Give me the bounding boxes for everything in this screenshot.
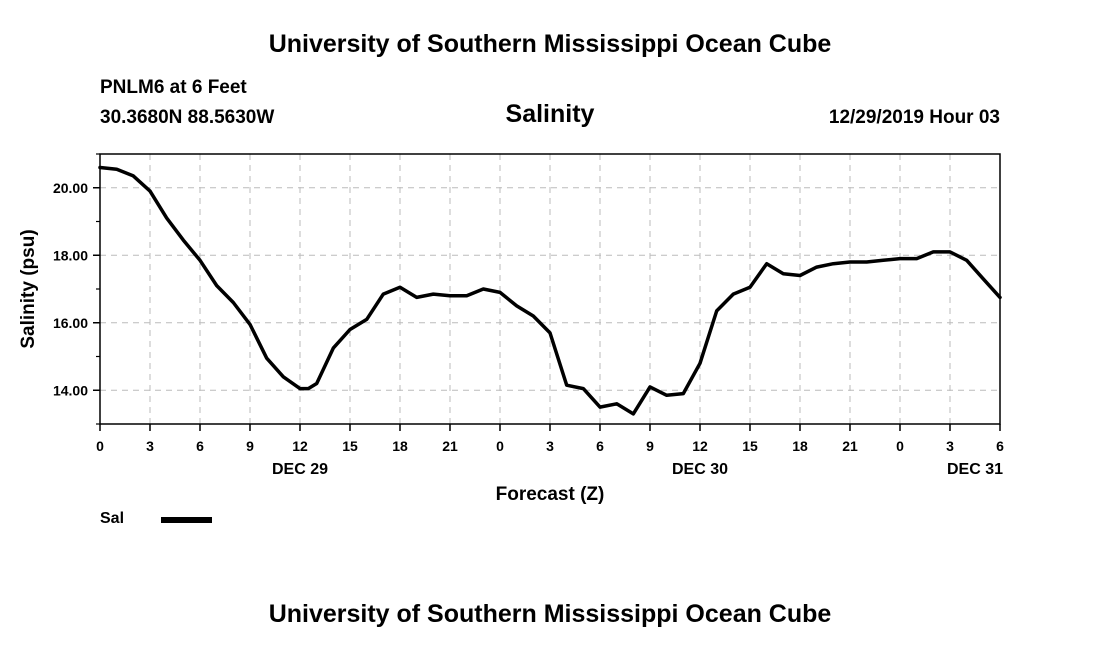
series-layer [98, 165, 1002, 416]
x-tick-label: 15 [342, 438, 358, 454]
x-tick-label: 18 [792, 438, 808, 454]
x-tick-label: 6 [196, 438, 204, 454]
coordinates-label: 30.3680N 88.5630W [100, 107, 275, 128]
x-tick-label: 6 [596, 438, 604, 454]
y-tick-label: 14.00 [53, 382, 88, 398]
chart-title: Salinity [505, 100, 595, 128]
x-tick-label: 15 [742, 438, 758, 454]
x-tick-label: 3 [946, 438, 954, 454]
label-layer: 0 3 6 9 12 15 18 21 0 3 6 9 12 15 18 21 0 3 6 14.00 16.00 18.… [18, 180, 1004, 505]
station-label: PNLM6 at 6 Feet [100, 77, 247, 98]
x-tick-label: 0 [496, 438, 504, 454]
x-tick-label: 6 [996, 438, 1004, 454]
x-tick-label: 21 [442, 438, 458, 454]
x-tick-label: 3 [546, 438, 554, 454]
x-tick-label: 18 [392, 438, 408, 454]
x-tick-label: 0 [896, 438, 904, 454]
tick-layer [93, 153, 1001, 431]
x-tick-label: 9 [246, 438, 254, 454]
x-tick-label: 12 [292, 438, 308, 454]
x-tick-label: 9 [646, 438, 654, 454]
plot-frame [99, 153, 1001, 425]
x-tick-label: 12 [692, 438, 708, 454]
bottom-title: University of Southern Mississippi Ocean… [268, 600, 832, 628]
x-tick-label: 3 [146, 438, 154, 454]
x-axis-title: Forecast (Z) [496, 484, 605, 505]
y-tick-label: 16.00 [53, 315, 88, 331]
grid-layer [100, 154, 1000, 424]
y-axis-title: Salinity (psu) [18, 229, 39, 348]
legend-label-sal: Sal [100, 510, 125, 527]
x-tick-label: 21 [842, 438, 858, 454]
x-day-label: DEC 31 [947, 461, 1003, 478]
x-tick-label: 0 [96, 438, 104, 454]
series-line-sal [98, 165, 1002, 416]
y-tick-label: 20.00 [53, 180, 88, 196]
legend-swatch-sal [161, 517, 212, 523]
top-title: University of Southern Mississippi Ocean… [268, 30, 832, 58]
datetime-label: 12/29/2019 Hour 03 [828, 107, 1000, 128]
x-day-label: DEC 30 [672, 461, 728, 478]
x-day-label: DEC 29 [272, 461, 328, 478]
y-tick-label: 18.00 [53, 247, 88, 263]
